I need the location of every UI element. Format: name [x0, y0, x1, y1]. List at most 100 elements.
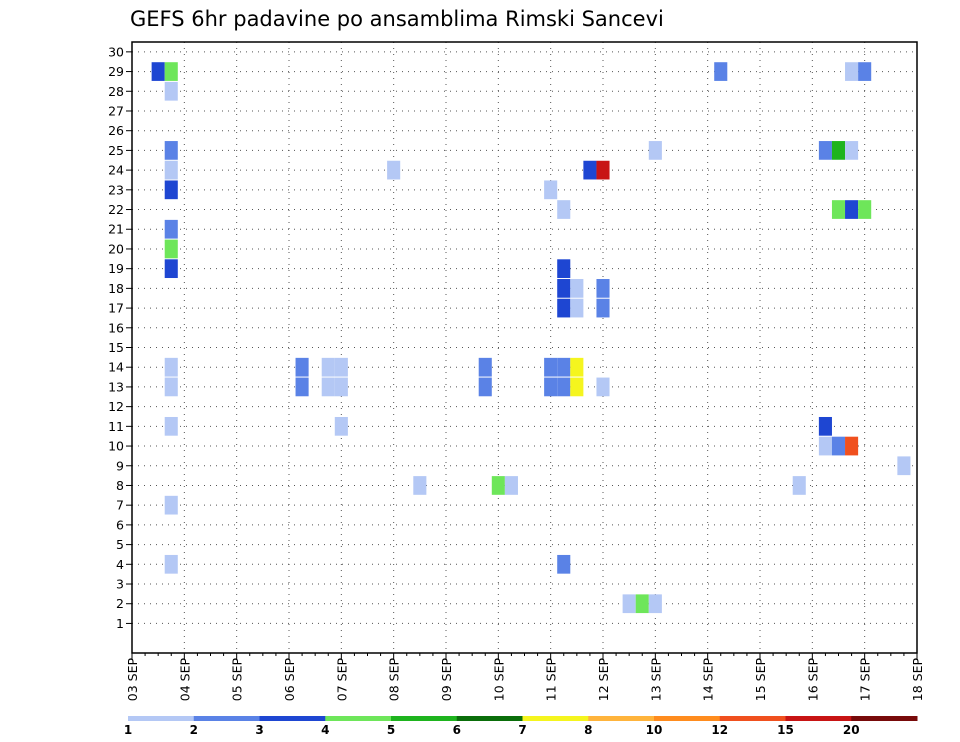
data-cell [321, 377, 335, 397]
data-cell [583, 160, 597, 180]
data-cell [544, 180, 558, 200]
y-tick-label: 18 [108, 281, 124, 296]
y-tick-label: 17 [108, 301, 124, 316]
colorbar-label: 3 [255, 723, 263, 737]
y-tick-label: 6 [116, 517, 124, 532]
colorbar-label: 12 [711, 723, 728, 737]
data-cell [164, 495, 178, 515]
colorbar-label: 15 [777, 723, 794, 737]
data-cell [596, 279, 610, 298]
data-cell [570, 298, 584, 318]
y-tick-label: 25 [108, 143, 124, 158]
colorbar-label: 2 [190, 723, 198, 737]
colorbar-swatch [851, 716, 918, 721]
grid-lines [131, 42, 918, 653]
data-cell [858, 200, 872, 219]
data-cell [831, 141, 846, 160]
data-cell [334, 416, 348, 436]
data-cell [845, 141, 859, 160]
y-tick-label: 8 [116, 478, 124, 493]
data-cell [897, 456, 911, 476]
y-tick-label: 29 [108, 64, 124, 79]
colorbar-swatch [654, 716, 721, 721]
data-cell [164, 160, 178, 180]
data-cell [570, 357, 584, 377]
y-tick-label: 19 [108, 261, 124, 276]
data-cell [845, 62, 859, 81]
x-tick-label: 11 SEP [544, 658, 559, 702]
y-tick-label: 28 [108, 84, 124, 99]
colorbar-swatch [391, 716, 458, 721]
data-cell [164, 554, 178, 574]
colorbar-label: 1 [124, 723, 132, 737]
data-cell [557, 554, 571, 574]
data-cell [504, 476, 518, 495]
y-tick-label: 9 [116, 458, 124, 473]
data-cell [334, 377, 348, 397]
data-cell [596, 298, 610, 318]
colorbar-label: 20 [843, 723, 860, 737]
y-tick-label: 27 [108, 103, 124, 118]
colorbar-swatch [325, 716, 392, 721]
y-tick-label: 11 [108, 419, 124, 434]
data-cell [557, 200, 571, 219]
y-tick-label: 20 [108, 241, 124, 256]
x-tick-label: 03 SEP [125, 658, 140, 702]
y-tick-label: 14 [108, 360, 124, 375]
colorbar-swatch [128, 716, 195, 721]
y-tick-label: 10 [108, 439, 124, 454]
y-tick-label: 3 [116, 577, 124, 592]
data-cell [818, 141, 832, 160]
data-cell [648, 594, 662, 614]
y-tick-label: 12 [108, 399, 124, 414]
data-cell [387, 160, 401, 180]
data-cells [151, 62, 911, 614]
x-tick-label: 12 SEP [596, 658, 611, 702]
y-tick-label: 4 [116, 557, 124, 572]
y-tick-label: 13 [108, 379, 124, 394]
y-tick-label: 30 [108, 44, 124, 59]
data-cell [164, 377, 178, 397]
colorbar-swatch [522, 716, 589, 721]
colorbar-label: 6 [453, 723, 461, 737]
data-cell [334, 357, 348, 377]
y-tick-label: 15 [108, 340, 124, 355]
colorbar-label: 7 [518, 723, 526, 737]
colorbar-swatch [456, 716, 523, 721]
data-cell [557, 357, 571, 377]
data-cell [413, 476, 427, 495]
data-cell [544, 377, 558, 397]
data-cell [596, 160, 610, 180]
data-cell [635, 594, 649, 614]
y-tick-label: 5 [116, 537, 124, 552]
colorbar-label: 8 [584, 723, 592, 737]
data-cell [714, 62, 728, 81]
data-cell [295, 357, 309, 377]
colorbar-swatch [719, 716, 786, 721]
data-cell [831, 436, 846, 456]
data-cell [164, 239, 178, 259]
data-cell [164, 180, 178, 200]
x-tick-label: 08 SEP [387, 658, 402, 702]
y-tick-label: 1 [116, 616, 124, 631]
colorbar-label: 4 [321, 723, 329, 737]
data-cell [151, 62, 165, 81]
colorbar: 1 2 3 4 5 6 7 8 10 12 15 20 [124, 716, 918, 737]
colorbar-label: 10 [646, 723, 663, 737]
data-cell [557, 377, 571, 397]
x-tick-label: 16 SEP [805, 658, 820, 702]
x-tick-label: 10 SEP [491, 658, 506, 702]
x-tick-label: 09 SEP [439, 658, 454, 702]
colorbar-swatch [588, 716, 655, 721]
x-axis: 03 SEP 04 SEP 05 SEP 06 SEP 07 SEP 08 SEP 09 S… [125, 653, 925, 701]
data-cell [818, 436, 832, 456]
colorbar-label: 5 [387, 723, 395, 737]
data-cell [570, 377, 584, 397]
x-tick-label: 05 SEP [230, 658, 245, 702]
x-tick-label: 15 SEP [753, 658, 768, 702]
data-cell [845, 436, 859, 456]
colorbar-swatch [259, 716, 326, 721]
data-cell [164, 416, 178, 436]
data-cell [622, 594, 636, 614]
y-tick-label: 2 [116, 596, 124, 611]
